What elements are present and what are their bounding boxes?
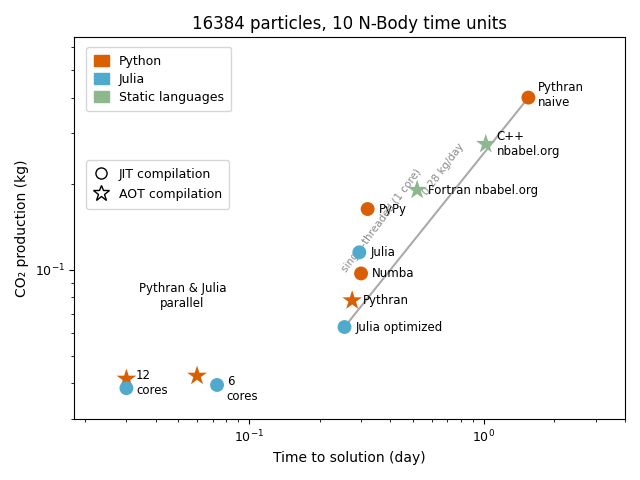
Point xyxy=(354,249,364,256)
Text: Pythran & Julia
parallel: Pythran & Julia parallel xyxy=(139,282,226,311)
Point xyxy=(192,372,202,380)
Point xyxy=(481,140,491,148)
X-axis label: Time to solution (day): Time to solution (day) xyxy=(273,451,426,465)
Point xyxy=(412,186,422,194)
Text: 0.28 kg/day: 0.28 kg/day xyxy=(421,141,466,196)
Point xyxy=(362,205,372,213)
Text: C++
nbabel.org: C++ nbabel.org xyxy=(497,130,561,158)
Text: Numba: Numba xyxy=(372,267,415,280)
Point xyxy=(122,375,132,383)
Point xyxy=(122,384,132,392)
Legend: JIT compilation, AOT compilation: JIT compilation, AOT compilation xyxy=(86,160,229,208)
Text: 12
cores: 12 cores xyxy=(136,369,168,397)
Text: Pythran
naive: Pythran naive xyxy=(538,81,584,109)
Point xyxy=(339,323,349,331)
Y-axis label: CO₂ production (kg): CO₂ production (kg) xyxy=(15,159,29,297)
Text: Julia optimized: Julia optimized xyxy=(356,321,443,334)
Text: PyPy: PyPy xyxy=(379,203,407,216)
Text: Julia: Julia xyxy=(371,246,396,259)
Point xyxy=(524,94,534,101)
Text: single-threaded (1 core): single-threaded (1 core) xyxy=(339,167,423,274)
Text: Pythran: Pythran xyxy=(364,294,410,307)
Point xyxy=(356,270,366,277)
Text: Fortran nbabel.org: Fortran nbabel.org xyxy=(428,183,538,196)
Title: 16384 particles, 10 N-Body time units: 16384 particles, 10 N-Body time units xyxy=(192,15,507,33)
Point xyxy=(347,297,357,304)
Text: 6
cores: 6 cores xyxy=(227,375,259,403)
Point xyxy=(212,381,222,389)
